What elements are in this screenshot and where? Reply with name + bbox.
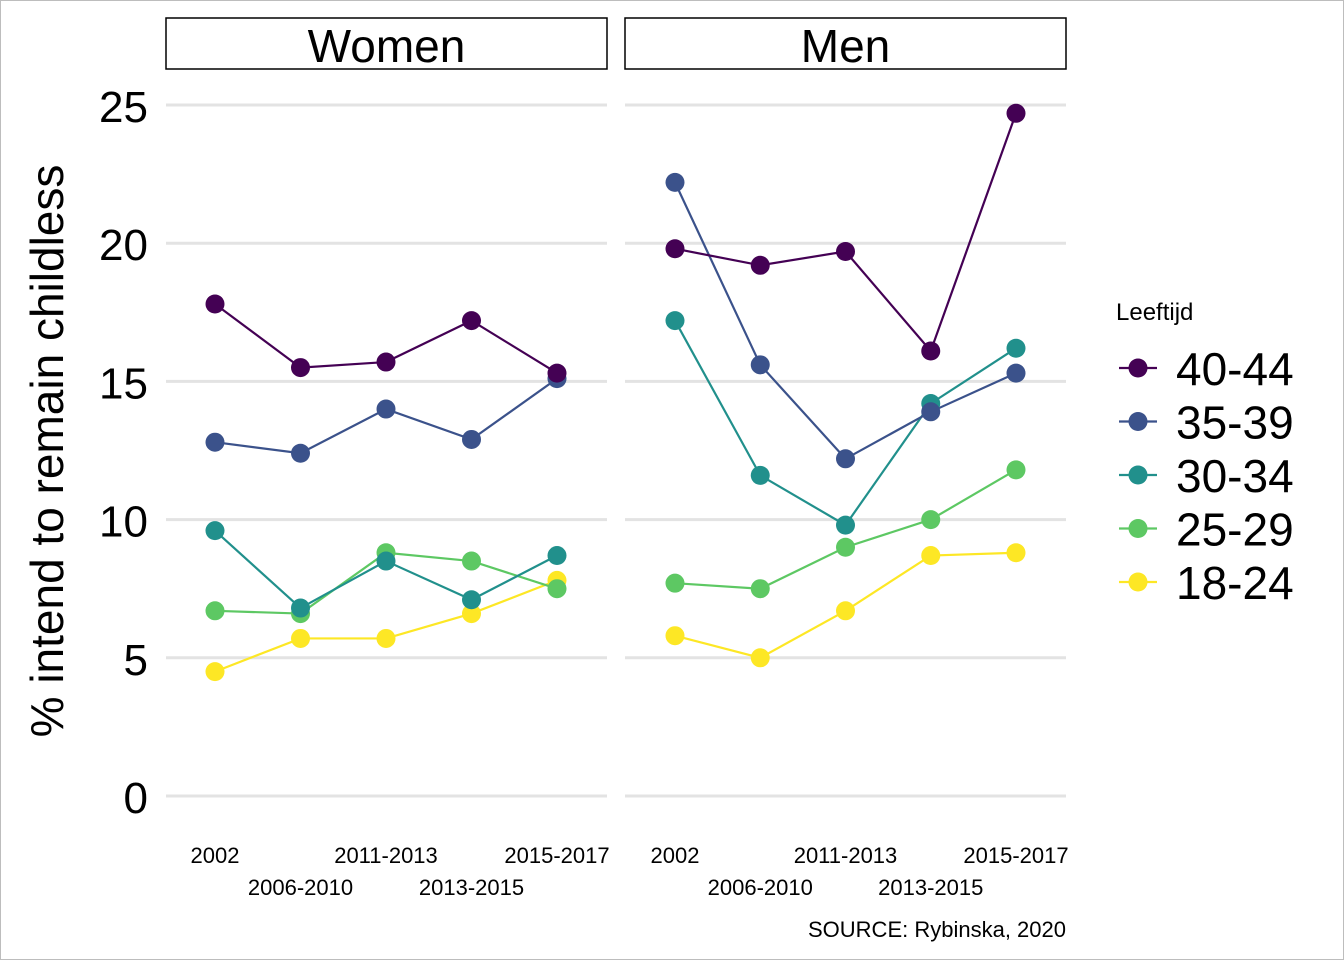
data-point (205, 662, 225, 682)
x-tick-label: 2002 (191, 843, 240, 868)
data-point (547, 546, 567, 566)
data-point (1006, 103, 1026, 123)
data-point (921, 510, 941, 530)
x-tick-label: 2006-2010 (708, 875, 813, 900)
series-line (674, 112, 1018, 354)
data-point (291, 443, 310, 463)
data-point (205, 294, 225, 314)
data-point (462, 604, 481, 624)
legend-label: 35-39 (1176, 397, 1294, 449)
legend-label: 25-29 (1176, 504, 1294, 556)
legend-key-point (1128, 465, 1148, 485)
data-point (836, 449, 855, 469)
data-point (376, 352, 396, 372)
legend-title: Leeftijd (1116, 299, 1193, 326)
data-point (462, 311, 481, 331)
data-point (1006, 543, 1026, 563)
data-point (291, 628, 310, 648)
legend-key-point (1128, 519, 1148, 538)
data-point (376, 399, 396, 419)
facet-strips: Women Men (165, 17, 1067, 72)
x-tick-label: 2015-2017 (504, 843, 609, 868)
x-tick-label: 2013-2015 (419, 875, 524, 900)
series-points (205, 103, 1026, 682)
x-tick-label: 2002 (651, 843, 700, 868)
legend-label: 18-24 (1176, 557, 1294, 609)
data-point (547, 363, 567, 383)
data-point (750, 255, 770, 275)
data-point (665, 573, 685, 593)
y-axis: 0 5 10 15 20 25 (99, 83, 148, 823)
data-point (750, 355, 770, 375)
data-point (921, 341, 941, 361)
data-point (750, 648, 770, 668)
legend-key-point (1128, 572, 1148, 592)
data-point (836, 515, 855, 535)
source-caption: SOURCE: Rybinska, 2020 (808, 917, 1066, 942)
data-point (836, 537, 855, 557)
x-axis: 2002 2006-2010 2011-2013 2013-2015 2015-2017… (191, 843, 1069, 900)
x-tick-label: 2015-2017 (963, 843, 1068, 868)
facet-strip (624, 17, 1067, 70)
data-point (836, 601, 855, 621)
data-point (462, 551, 481, 571)
data-point (1006, 338, 1026, 358)
data-point (205, 601, 225, 621)
data-point (291, 598, 310, 618)
data-point (665, 239, 685, 259)
y-tick-label: 0 (124, 774, 148, 823)
data-point (1006, 460, 1026, 480)
y-tick-label: 10 (99, 498, 148, 547)
x-tick-label: 2011-2013 (334, 843, 438, 868)
data-point (205, 521, 225, 541)
legend-key-point (1128, 358, 1148, 378)
data-point (376, 551, 396, 571)
data-point (462, 429, 481, 449)
y-tick-label: 25 (99, 83, 148, 132)
data-point (750, 579, 770, 599)
series-line (674, 320, 1017, 527)
legend-key-point (1128, 412, 1148, 431)
facet-strip (165, 17, 608, 70)
facet-title: Men (801, 20, 890, 72)
y-tick-label: 15 (99, 359, 148, 408)
series-line (674, 181, 1017, 461)
data-point (376, 628, 396, 648)
facet-title: Women (308, 20, 466, 72)
legend-label: 30-34 (1176, 450, 1294, 502)
y-tick-label: 20 (99, 221, 148, 270)
data-point (836, 241, 855, 261)
data-point (547, 579, 567, 599)
data-point (665, 311, 685, 331)
y-axis-label: % intend to remain childless (21, 165, 73, 738)
data-point (665, 172, 685, 192)
x-tick-label: 2006-2010 (248, 875, 353, 900)
series-lines (214, 112, 1018, 673)
data-point (291, 358, 310, 378)
legend-label: 40-44 (1176, 343, 1294, 395)
x-tick-label: 2011-2013 (794, 843, 898, 868)
data-point (921, 402, 941, 422)
data-point (665, 626, 685, 646)
x-tick-label: 2013-2015 (878, 875, 983, 900)
data-point (921, 546, 941, 566)
data-point (1006, 363, 1026, 383)
data-point (205, 432, 225, 452)
y-tick-label: 5 (124, 636, 148, 685)
data-point (462, 590, 481, 610)
data-point (750, 465, 770, 485)
